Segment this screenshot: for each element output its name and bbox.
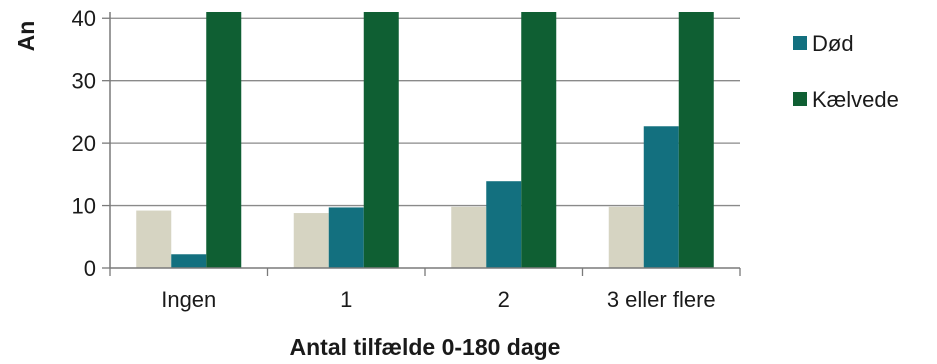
legend-swatch [793,36,807,50]
y-axis-label: An [13,21,39,52]
y-tick-labels: 0 10 20 30 40 [72,6,96,281]
legend-entry: Kælvede [812,87,899,112]
legend-swatch [793,92,807,106]
x-category-label: 2 [498,287,510,312]
x-category-label: 3 eller flere [607,287,716,312]
x-category-label: 1 [340,287,352,312]
bar-series-1 [136,210,172,268]
bars-group [136,12,714,268]
bar-kælvede [678,12,714,268]
bar-død [171,254,207,268]
legend-entry: Død [812,31,854,56]
axes [109,12,741,276]
bar-kælvede [363,12,399,268]
x-category-labels: Ingen 1 2 3 eller flere [161,287,715,312]
bar-series-1 [608,206,644,268]
x-axis-label: Antal tilfælde 0-180 dage [290,334,561,360]
y-tick-label: 30 [72,69,96,94]
y-tick-label: 40 [72,6,96,31]
bar-series-1 [451,206,487,268]
y-tick-label: 0 [84,256,96,281]
bar-series-1 [293,213,329,268]
bar-kælvede [206,12,242,268]
bar-død [486,181,522,268]
legend: Død Kælvede [793,31,899,112]
x-category-label: Ingen [161,287,216,312]
y-tick-label: 20 [72,131,96,156]
bar-død [328,207,364,268]
bar-død [643,126,679,268]
y-tick-label: 10 [72,194,96,219]
bar-kælvede [521,12,557,268]
